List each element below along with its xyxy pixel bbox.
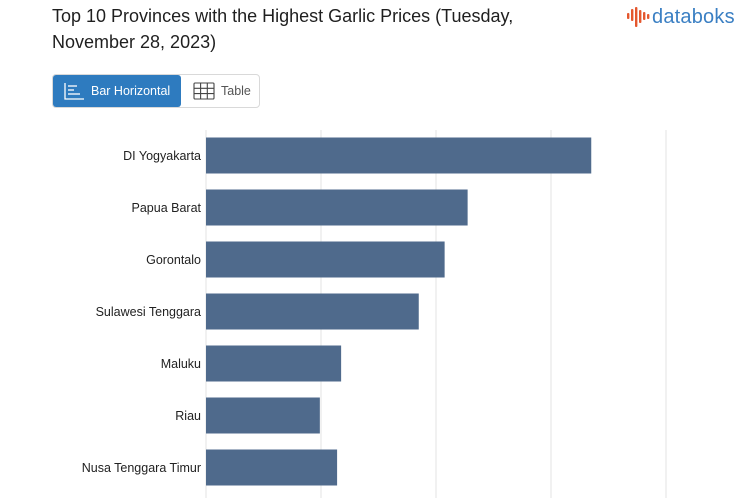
bar[interactable] — [206, 293, 419, 330]
bar[interactable] — [206, 397, 320, 434]
bar[interactable] — [206, 449, 338, 486]
chart-title: Top 10 Provinces with the Highest Garlic… — [52, 6, 514, 52]
brand-name: databoks — [652, 5, 735, 28]
category-label: Maluku — [161, 357, 201, 371]
bar-chart-icon — [64, 83, 84, 100]
bar-horizontal-label: Bar Horizontal — [91, 84, 171, 98]
view-toggle: Bar Horizontal Table — [52, 74, 260, 108]
category-label: Papua Barat — [132, 201, 202, 215]
bar[interactable] — [206, 137, 592, 174]
databoks-logo-icon — [627, 7, 650, 27]
bar[interactable] — [206, 345, 342, 382]
bar-horizontal-button[interactable]: Bar Horizontal — [53, 75, 181, 107]
table-button[interactable]: Table — [181, 75, 259, 107]
databoks-logo[interactable]: databoks — [626, 4, 735, 30]
table-label: Table — [221, 84, 251, 98]
bar[interactable] — [206, 241, 445, 278]
bar[interactable] — [206, 189, 468, 226]
category-label: Riau — [175, 409, 201, 423]
category-label: Gorontalo — [146, 253, 201, 267]
category-label: Nusa Tenggara Timur — [82, 461, 201, 475]
table-grid-icon — [193, 82, 215, 100]
category-label: Sulawesi Tenggara — [96, 305, 201, 319]
category-label: DI Yogyakarta — [123, 149, 201, 163]
